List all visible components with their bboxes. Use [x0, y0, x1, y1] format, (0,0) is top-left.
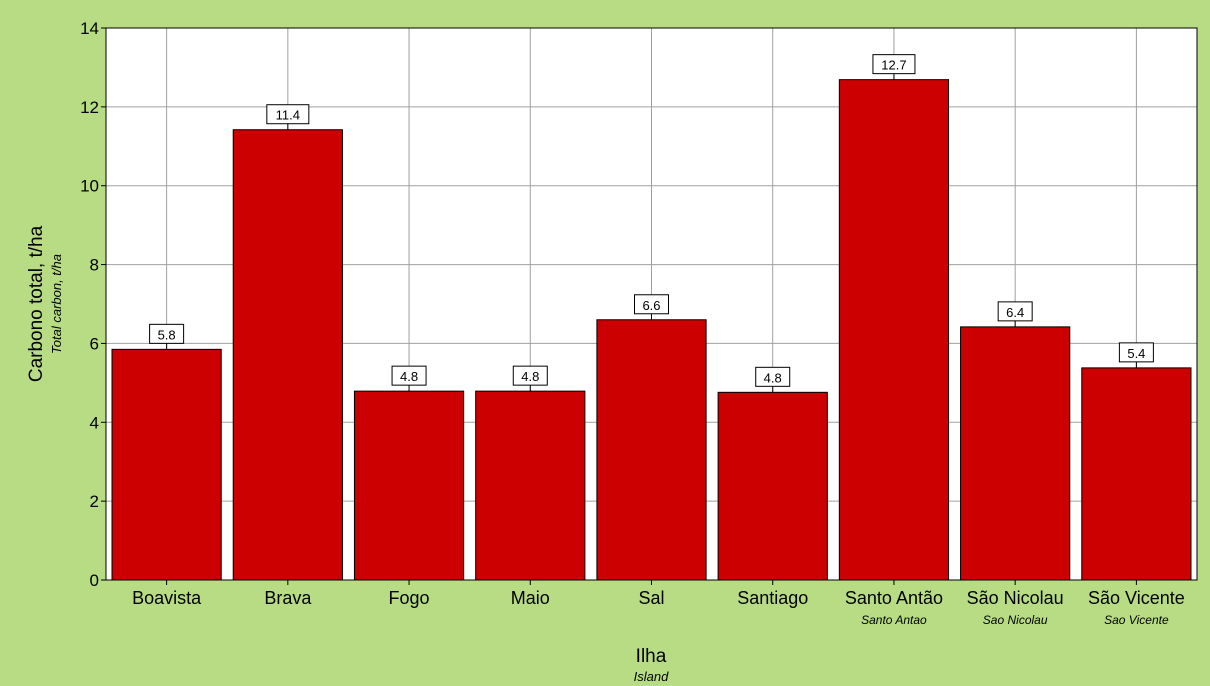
- x-tick-sublabel: Sao Vicente: [1104, 613, 1169, 627]
- x-tick-label: Maio: [511, 588, 550, 608]
- value-label: 12.7: [881, 58, 906, 73]
- value-label: 4.8: [521, 369, 539, 384]
- bar-s-o-vicente: [1081, 367, 1192, 581]
- y-tick-label: 2: [90, 492, 99, 511]
- x-tick-sublabel: Santo Antao: [861, 613, 927, 627]
- x-tick-sublabel: Sao Nicolau: [983, 613, 1048, 627]
- y-axis: 0 2 4 6 8 10 12 14: [80, 19, 106, 590]
- y-tick-label: 12: [80, 98, 99, 117]
- x-axis-title: Ilha: [636, 646, 667, 667]
- bar-brava: [232, 129, 343, 581]
- value-label: 4.8: [764, 370, 782, 385]
- bar-santo-ant-o: [838, 79, 950, 581]
- value-label-box: [266, 104, 310, 125]
- bar-boavista: [111, 348, 222, 581]
- bar-santiago: [717, 391, 828, 581]
- x-tick-label: São Nicolau: [967, 588, 1064, 608]
- y-axis-subtitle: Total carbon, t/ha: [49, 254, 64, 354]
- value-label: 11.4: [276, 108, 300, 123]
- bars: [111, 79, 1192, 581]
- x-tick-label: Fogo: [389, 588, 430, 608]
- value-label-box: [755, 366, 791, 387]
- y-tick-label: 4: [90, 413, 99, 432]
- value-label-box: [634, 294, 669, 315]
- value-label: 6.6: [642, 298, 660, 313]
- x-tick-label: Santo Antão: [845, 588, 943, 608]
- bar-sal: [596, 319, 707, 581]
- y-tick-label: 10: [80, 177, 99, 196]
- bar-fogo: [353, 390, 465, 581]
- value-label: 5.8: [158, 327, 176, 342]
- value-label-box: [149, 323, 185, 344]
- value-label-box: [872, 54, 916, 75]
- value-label: 6.4: [1006, 305, 1024, 320]
- y-tick-label: 8: [90, 256, 99, 275]
- x-tick-label: Boavista: [132, 588, 202, 608]
- value-label: 4.8: [400, 369, 418, 384]
- value-label-box: [1118, 342, 1154, 363]
- x-tick-label: Sal: [638, 588, 664, 608]
- value-label-box: [997, 301, 1033, 322]
- x-tick-label: Brava: [264, 588, 312, 608]
- value-label: 5.4: [1127, 346, 1145, 361]
- x-axis: Boavista Brava Fogo Maio Sal Santiago Santo An…: [132, 580, 1185, 627]
- value-label-box: [512, 365, 548, 386]
- y-tick-label: 0: [90, 571, 99, 590]
- x-tick-label: Santiago: [737, 588, 808, 608]
- x-tick-label: São Vicente: [1088, 588, 1185, 608]
- y-tick-label: 6: [90, 334, 99, 353]
- y-axis-title: Carbono total, t/ha: [26, 225, 47, 382]
- value-labels: 5.8 11.4 4.8 4.8 6.6 4.8 12.7 6.4 5.4: [149, 54, 1154, 393]
- bar-maio: [475, 390, 586, 581]
- x-axis-subtitle: Island: [634, 669, 669, 684]
- bar-s-o-nicolau: [960, 326, 1071, 581]
- y-tick-label: 14: [80, 19, 99, 38]
- value-label-box: [391, 365, 427, 386]
